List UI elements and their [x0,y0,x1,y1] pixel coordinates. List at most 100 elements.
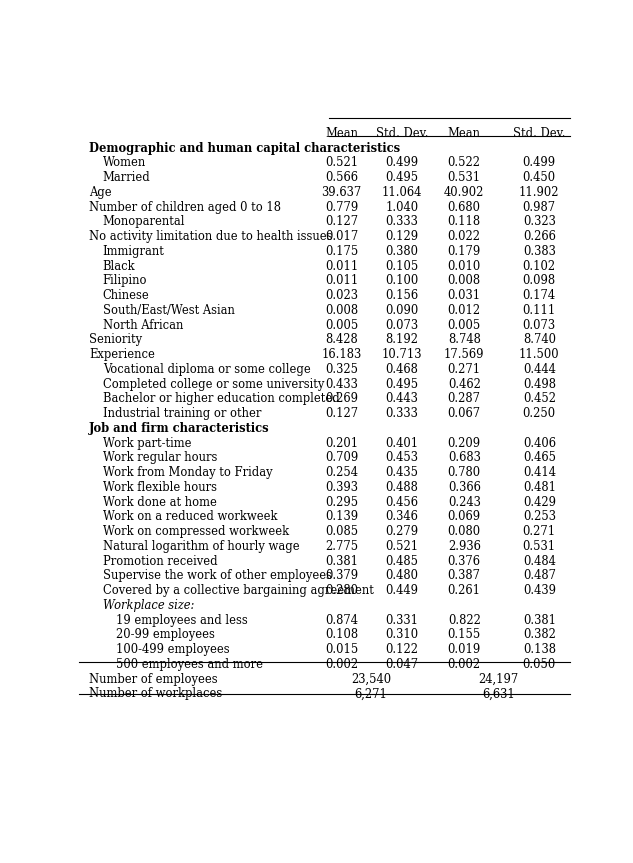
Text: No activity limitation due to health issues: No activity limitation due to health iss… [89,230,332,243]
Text: 0.406: 0.406 [523,437,556,450]
Text: 0.012: 0.012 [448,304,481,317]
Text: 0.401: 0.401 [385,437,418,450]
Text: Work done at home: Work done at home [103,495,216,508]
Text: 0.498: 0.498 [523,378,556,391]
Text: Job and firm characteristics: Job and firm characteristics [89,422,270,435]
Text: 40.902: 40.902 [444,186,484,198]
Text: 0.243: 0.243 [448,495,480,508]
Text: 0.822: 0.822 [448,614,480,627]
Text: Married: Married [103,171,151,184]
Text: 0.011: 0.011 [325,260,358,273]
Text: 23,540: 23,540 [351,672,391,685]
Text: Number of children aged 0 to 18: Number of children aged 0 to 18 [89,200,281,213]
Text: Number of employees: Number of employees [89,672,218,685]
Text: 0.439: 0.439 [523,584,556,597]
Text: 0.179: 0.179 [448,245,481,258]
Text: 0.005: 0.005 [325,318,358,331]
Text: 8.748: 8.748 [448,333,480,346]
Text: 0.015: 0.015 [325,643,358,656]
Text: 0.175: 0.175 [325,245,358,258]
Text: 0.279: 0.279 [385,525,418,539]
Text: 0.067: 0.067 [448,407,481,420]
Text: 0.449: 0.449 [385,584,418,597]
Text: 0.050: 0.050 [523,658,556,671]
Text: 8.428: 8.428 [325,333,358,346]
Text: Work from Monday to Friday: Work from Monday to Friday [103,466,272,479]
Text: 0.531: 0.531 [523,540,556,553]
Text: Work part-time: Work part-time [103,437,191,450]
Text: 0.443: 0.443 [385,393,418,406]
Text: 0.680: 0.680 [448,200,480,213]
Text: Black: Black [103,260,135,273]
Text: 0.435: 0.435 [385,466,418,479]
Text: 0.346: 0.346 [385,510,418,523]
Text: Vocational diploma or some college: Vocational diploma or some college [103,362,310,376]
Text: 0.022: 0.022 [448,230,480,243]
Text: 0.531: 0.531 [448,171,481,184]
Text: 0.382: 0.382 [523,628,556,641]
Text: 0.450: 0.450 [523,171,556,184]
Text: 0.433: 0.433 [325,378,358,391]
Text: Mean: Mean [448,127,480,140]
Text: 0.465: 0.465 [523,451,556,464]
Text: 10.713: 10.713 [382,348,422,361]
Text: 0.073: 0.073 [523,318,556,331]
Text: 0.271: 0.271 [448,362,481,376]
Text: 0.008: 0.008 [325,304,358,317]
Text: Work flexible hours: Work flexible hours [103,481,216,494]
Text: 0.495: 0.495 [385,171,418,184]
Text: 0.495: 0.495 [385,378,418,391]
Text: 0.325: 0.325 [325,362,358,376]
Text: 8.740: 8.740 [523,333,556,346]
Text: 0.047: 0.047 [385,658,418,671]
Text: South/East/West Asian: South/East/West Asian [103,304,235,317]
Text: 0.462: 0.462 [448,378,480,391]
Text: 0.108: 0.108 [325,628,358,641]
Text: 0.485: 0.485 [385,555,418,568]
Text: 0.331: 0.331 [385,614,418,627]
Text: 0.429: 0.429 [523,495,556,508]
Text: 0.005: 0.005 [448,318,481,331]
Text: 0.287: 0.287 [448,393,480,406]
Text: 20-99 employees: 20-99 employees [116,628,215,641]
Text: 0.011: 0.011 [325,274,358,287]
Text: 0.488: 0.488 [385,481,418,494]
Text: Std. Dev.: Std. Dev. [375,127,428,140]
Text: 0.118: 0.118 [448,216,481,229]
Text: 0.987: 0.987 [523,200,556,213]
Text: 0.080: 0.080 [448,525,481,539]
Text: 1.040: 1.040 [385,200,418,213]
Text: 0.683: 0.683 [448,451,480,464]
Text: 0.139: 0.139 [325,510,358,523]
Text: 8.192: 8.192 [385,333,418,346]
Text: 0.414: 0.414 [523,466,556,479]
Text: 0.566: 0.566 [325,171,358,184]
Text: 2.936: 2.936 [448,540,480,553]
Text: 24,197: 24,197 [479,672,518,685]
Text: 0.381: 0.381 [325,555,358,568]
Text: 0.333: 0.333 [385,216,418,229]
Text: 0.261: 0.261 [448,584,480,597]
Text: Experience: Experience [89,348,155,361]
Text: 0.250: 0.250 [523,407,556,420]
Text: Seniority: Seniority [89,333,142,346]
Text: 0.453: 0.453 [385,451,418,464]
Text: 0.085: 0.085 [325,525,358,539]
Text: 0.111: 0.111 [523,304,556,317]
Text: 6,271: 6,271 [354,688,387,701]
Text: Supervise the work of other employees: Supervise the work of other employees [103,570,332,583]
Text: 0.484: 0.484 [523,555,556,568]
Text: 0.376: 0.376 [448,555,480,568]
Text: 0.487: 0.487 [523,570,556,583]
Text: 0.381: 0.381 [523,614,556,627]
Text: 0.499: 0.499 [385,156,418,169]
Text: 0.452: 0.452 [523,393,556,406]
Text: Std. Dev.: Std. Dev. [513,127,565,140]
Text: 6,631: 6,631 [482,688,515,701]
Text: 0.295: 0.295 [325,495,358,508]
Text: 0.366: 0.366 [448,481,480,494]
Text: North African: North African [103,318,183,331]
Text: 0.266: 0.266 [523,230,556,243]
Text: 0.002: 0.002 [325,658,358,671]
Text: 0.023: 0.023 [325,289,358,302]
